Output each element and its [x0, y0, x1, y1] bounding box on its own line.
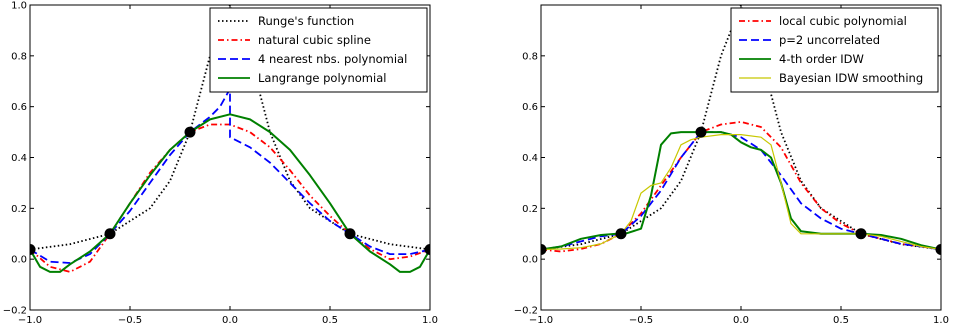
data-point [541, 244, 547, 256]
y-tick-label: 0.4 [522, 153, 538, 164]
series-line-langrange-polynomial [30, 113, 430, 273]
plot-area [30, 5, 430, 273]
legend-entry: Bayesian IDW smoothing [779, 71, 923, 85]
legend: local cubic polynomial p=2 uncorrelated 4-… [730, 7, 939, 93]
legend-entry: natural cubic spline [258, 33, 371, 47]
y-tick-label: −0.2 [514, 306, 538, 317]
series-line-runge-s-function [541, 5, 941, 251]
y-tick-label: 0.0 [11, 255, 27, 266]
series-line-bayesian-idw-smoothing [541, 134, 941, 251]
y-tick-label: 0.8 [11, 51, 27, 62]
x-tick-label: 1.0 [933, 315, 949, 326]
x-tick-label: −1.0 [18, 315, 42, 326]
legend-entry: 4-th order IDW [779, 52, 864, 66]
x-tick-label: 0.5 [833, 315, 849, 326]
data-point [695, 126, 707, 138]
x-tick-label: 0.0 [733, 315, 749, 326]
y-tick-label: 0.8 [522, 51, 538, 62]
data-point [615, 228, 627, 240]
y-tick-label: 0.0 [522, 255, 538, 266]
x-tick-label: 0.0 [222, 315, 238, 326]
x-tick-label: −0.5 [118, 315, 142, 326]
legend-entry: p=2 uncorrelated [779, 33, 880, 47]
y-tick-label: 1.0 [11, 1, 27, 12]
chart-left: −1.0 −0.5 0.0 0.5 1.0 −0.2 0.0 0.2 0.4 0.6 0.8 1.0 R… [3, 1, 438, 327]
x-tick-label: 1.0 [422, 315, 438, 326]
y-tick-label: 0.6 [11, 102, 27, 113]
data-point [104, 228, 116, 240]
series-line-natural-cubic-spline [30, 123, 430, 273]
x-tick-label: 0.5 [322, 315, 338, 326]
data-point [184, 126, 196, 138]
plot-area [541, 5, 941, 256]
data-point [344, 228, 356, 240]
legend-entry: Langrange polynomial [258, 71, 386, 85]
chart-right: −1.0 −0.5 0.0 0.5 1.0 −0.2 0.0 0.2 0.4 0.6 0.8 loca… [514, 4, 949, 326]
legend-entry: 4 nearest nbs. polynomial [258, 52, 407, 66]
data-point [30, 244, 36, 256]
x-tick-label: −0.5 [629, 315, 653, 326]
data-point [855, 228, 867, 240]
series-line-p-2-uncorrelated [541, 131, 941, 251]
x-tick-label: −1.0 [529, 315, 553, 326]
legend: Runge's function natural cubic spline 4 ne… [209, 7, 428, 93]
data-point [935, 244, 941, 256]
data-point [424, 244, 430, 256]
y-tick-label: 0.2 [11, 204, 27, 215]
y-tick-label: 0.2 [522, 204, 538, 215]
series-line-4-th-order-idw [541, 131, 941, 251]
y-tick-label: 0.4 [11, 153, 27, 164]
legend-entry: Runge's function [258, 14, 354, 28]
legend-entry: local cubic polynomial [779, 14, 907, 28]
y-tick-label: 0.6 [522, 102, 538, 113]
y-tick-label: −0.2 [3, 306, 27, 317]
